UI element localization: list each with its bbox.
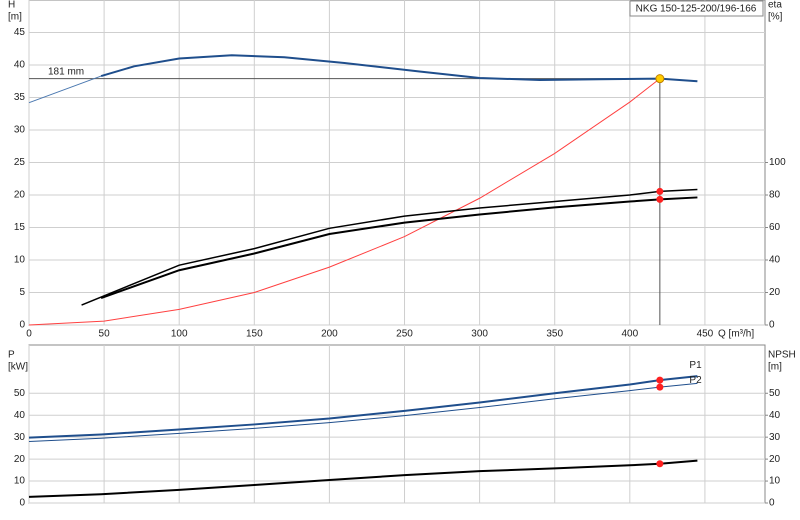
y-axis-label: [kW] <box>8 362 28 373</box>
y2-tick-label: 80 <box>769 190 781 201</box>
title-box <box>629 0 764 17</box>
series-label: P2 <box>689 375 702 386</box>
y-tick-label: 30 <box>14 432 26 443</box>
y-tick-label: 20 <box>14 454 26 465</box>
y-axis-label: [m] <box>8 12 22 23</box>
annotation: 181 mm <box>48 66 84 77</box>
x-tick-label: 200 <box>321 329 338 340</box>
chart-title: NKG 150-125-200/196-166 <box>636 4 757 15</box>
y-tick-label: 15 <box>14 222 26 233</box>
x-tick-label: 50 <box>99 329 111 340</box>
y2-tick-label: 10 <box>769 476 781 487</box>
operating-point <box>656 195 664 203</box>
y2-tick-label: 100 <box>769 157 786 168</box>
x-tick-label: 250 <box>396 329 413 340</box>
y-tick-label: 25 <box>14 157 26 168</box>
y2-tick-label: 0 <box>769 498 775 509</box>
y-tick-label: 10 <box>14 476 26 487</box>
curve <box>28 375 698 439</box>
y2-tick-label: 60 <box>769 222 781 233</box>
y2-tick-label: 50 <box>769 388 781 399</box>
y-axis-label: P <box>8 350 15 361</box>
y-tick-label: 40 <box>14 410 26 421</box>
operating-point <box>656 187 664 195</box>
y2-axis-label: [%] <box>768 12 783 23</box>
y-tick-label: 5 <box>19 287 25 298</box>
curve <box>100 196 698 299</box>
y-tick-label: 45 <box>14 27 26 38</box>
y2-axis-label: [m] <box>768 362 782 373</box>
y-tick-label: 50 <box>14 388 26 399</box>
y-tick-label: 0 <box>19 320 25 331</box>
operating-point <box>656 376 664 384</box>
y-tick-label: 0 <box>19 498 25 509</box>
y-axis-label: H <box>8 0 15 11</box>
curve <box>28 78 661 326</box>
x-tick-label: 0 <box>26 329 32 340</box>
y-tick-label: 35 <box>14 92 26 103</box>
x-tick-label: 400 <box>621 329 638 340</box>
y2-tick-label: 40 <box>769 255 781 266</box>
y2-tick-label: 0 <box>769 320 775 331</box>
x-tick-label: 450 <box>697 329 714 340</box>
y2-tick-label: 30 <box>769 432 781 443</box>
duty-point <box>655 74 665 84</box>
x-tick-label: 350 <box>546 329 563 340</box>
x-tick-label: 300 <box>471 329 488 340</box>
curve <box>100 54 698 83</box>
x-axis-label: Q [m³/h] <box>718 329 754 340</box>
x-tick-label: 150 <box>246 329 263 340</box>
operating-point <box>656 460 664 468</box>
plot-frame <box>28 344 766 504</box>
y-tick-label: 30 <box>14 125 26 136</box>
y2-axis-label: eta <box>768 0 782 11</box>
y2-axis-label: NPSH <box>768 350 796 361</box>
x-tick-label: 100 <box>171 329 188 340</box>
y-tick-label: 10 <box>14 255 26 266</box>
curve <box>81 188 698 306</box>
curve <box>28 459 698 498</box>
curve <box>28 75 102 104</box>
series-label: P1 <box>689 360 702 371</box>
y-tick-label: 20 <box>14 190 26 201</box>
y-tick-label: 40 <box>14 60 26 71</box>
curve <box>28 382 698 443</box>
operating-point <box>656 383 664 391</box>
y2-tick-label: 20 <box>769 454 781 465</box>
y2-tick-label: 40 <box>769 410 781 421</box>
y2-tick-label: 20 <box>769 287 781 298</box>
